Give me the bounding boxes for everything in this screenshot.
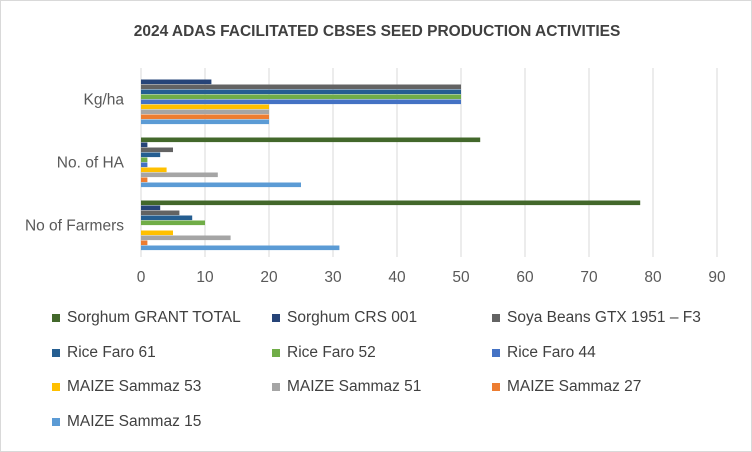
bar-0-1 bbox=[141, 182, 301, 188]
x-tick-label-30: 30 bbox=[324, 269, 342, 286]
bar-7-1 bbox=[141, 147, 173, 153]
y-category-label-2: Kg/ha bbox=[83, 92, 124, 109]
chart-title: 2024 ADAS FACILITATED CBSES SEED PRODUCT… bbox=[133, 23, 621, 40]
x-tick-label-80: 80 bbox=[644, 269, 662, 286]
x-tick-label-0: 0 bbox=[137, 269, 146, 286]
bar-1-0 bbox=[141, 240, 148, 246]
bar-6-1 bbox=[141, 152, 161, 158]
bar-2-1 bbox=[141, 172, 218, 178]
bar-4-2 bbox=[141, 99, 461, 105]
bar-7-2 bbox=[141, 84, 461, 90]
bar-3-0 bbox=[141, 230, 173, 236]
bar-5-2 bbox=[141, 94, 461, 100]
bar-5-1 bbox=[141, 157, 148, 163]
bar-6-2 bbox=[141, 89, 461, 95]
bar-0-0 bbox=[141, 245, 340, 251]
bar-8-2 bbox=[141, 79, 212, 85]
bar-9-1 bbox=[141, 137, 481, 143]
x-tick-label-50: 50 bbox=[452, 269, 470, 286]
x-tick-label-60: 60 bbox=[516, 269, 534, 286]
bar-7-0 bbox=[141, 210, 180, 216]
bar-5-0 bbox=[141, 220, 205, 226]
x-tick-label-70: 70 bbox=[580, 269, 598, 286]
x-tick-label-90: 90 bbox=[708, 269, 726, 286]
bar-3-2 bbox=[141, 104, 269, 110]
bar-8-0 bbox=[141, 205, 161, 211]
bar-6-0 bbox=[141, 215, 193, 221]
bar-1-2 bbox=[141, 114, 269, 120]
x-tick-label-40: 40 bbox=[388, 269, 406, 286]
bar-9-0 bbox=[141, 200, 641, 206]
bar-2-0 bbox=[141, 235, 231, 241]
bar-8-1 bbox=[141, 142, 148, 148]
bar-0-2 bbox=[141, 119, 269, 125]
bar-3-1 bbox=[141, 167, 167, 173]
bar-2-2 bbox=[141, 109, 269, 115]
bar-4-1 bbox=[141, 162, 148, 168]
bar-1-1 bbox=[141, 177, 148, 183]
x-tick-label-20: 20 bbox=[260, 269, 278, 286]
x-tick-label-10: 10 bbox=[196, 269, 214, 286]
y-category-label-1: No. of HA bbox=[57, 155, 125, 172]
y-category-label-0: No of Farmers bbox=[25, 218, 124, 235]
